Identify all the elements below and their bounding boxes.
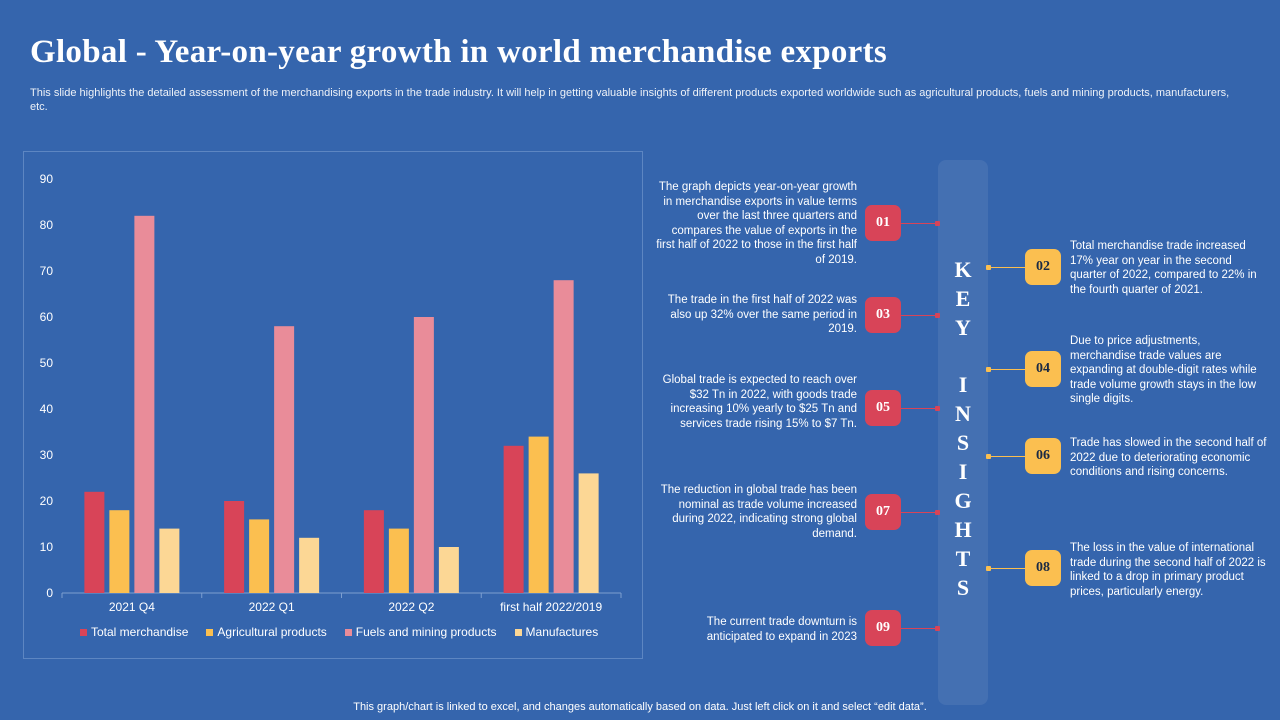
bar	[528, 436, 549, 593]
insight-badge-09: 09	[865, 610, 901, 646]
y-tick-label: 80	[40, 218, 54, 232]
legend-swatch	[206, 628, 214, 636]
insight-connector-08	[990, 568, 1025, 569]
legend-item-total-merchandise: Total merchandise	[80, 625, 188, 639]
page-subtitle: This slide highlights the detailed asses…	[30, 87, 1230, 113]
key-heading-letter: I	[958, 372, 968, 397]
insight-text-05: Global trade is expected to reach over $…	[662, 374, 857, 430]
chart-legend: Total merchandise Agricultural products …	[80, 625, 598, 639]
insight-dot-04	[986, 367, 991, 372]
bar	[553, 280, 574, 593]
key-heading-letter: H	[954, 517, 972, 542]
insight-badge-04: 04	[1025, 351, 1061, 387]
x-tick-label: 2021 Q4	[109, 600, 155, 614]
bar	[388, 528, 409, 593]
insight-dot-01	[935, 221, 940, 226]
insight-dot-06	[986, 454, 991, 459]
y-tick-label: 40	[40, 402, 54, 416]
bar	[438, 547, 459, 593]
insight-connector-06	[990, 456, 1025, 457]
key-heading-letter: E	[955, 286, 971, 311]
y-tick-label: 30	[40, 448, 54, 462]
key-heading-letter: S	[956, 575, 970, 600]
footer-note: This graph/chart is linked to excel, and…	[353, 701, 927, 713]
legend-swatch	[514, 628, 522, 636]
chart-container[interactable]: 0 10 20 30 40 50 60 70 80 90 2021 Q4 2022 Q1 2022 Q2…	[23, 151, 643, 659]
key-heading-letter: S	[956, 430, 970, 455]
key-insights-bar: K E Y I N S I G H T S	[938, 160, 988, 705]
insight-connector-04	[990, 369, 1025, 370]
insight-badge-03: 03	[865, 297, 901, 333]
key-heading-letter: K	[954, 257, 972, 282]
insight-dot-05	[935, 406, 940, 411]
key-heading-letter: G	[954, 488, 972, 513]
x-tick-label: first half 2022/2019	[500, 600, 602, 614]
legend-label: Agricultural products	[217, 625, 327, 639]
key-heading-letter: N	[955, 401, 971, 426]
insight-text-01: The graph depicts year-on-year growth in…	[656, 181, 857, 266]
bar	[134, 215, 155, 594]
bar	[84, 491, 105, 593]
y-tick-label: 70	[40, 264, 54, 278]
y-tick-label: 50	[40, 356, 54, 370]
key-heading-letter: I	[958, 459, 968, 484]
insight-text-04: Due to price adjustments, merchandise tr…	[1070, 335, 1257, 405]
insight-text-03: The trade in the first half of 2022 was …	[667, 294, 857, 335]
insight-text-08: The loss in the value of international t…	[1070, 542, 1266, 598]
y-tick-label: 0	[46, 586, 53, 600]
insight-badge-01: 01	[865, 205, 901, 241]
bar-chart[interactable]: 0 10 20 30 40 50 60 70 80 90 2021 Q4 2022 Q1 2022 Q2…	[24, 152, 644, 660]
key-heading-letter: T	[955, 546, 971, 571]
insight-dot-03	[935, 313, 940, 318]
bar	[299, 537, 320, 593]
y-tick-label: 90	[40, 172, 54, 186]
insight-dot-09	[935, 626, 940, 631]
insight-badge-02: 02	[1025, 249, 1061, 285]
bar	[503, 445, 524, 593]
legend-label: Fuels and mining products	[355, 625, 497, 639]
legend-item-fuels-and-mining-products: Fuels and mining products	[344, 625, 497, 639]
key-heading-letter: Y	[955, 315, 971, 340]
insight-badge-05: 05	[865, 390, 901, 426]
bar	[578, 473, 599, 593]
bar	[249, 519, 270, 593]
bar	[224, 501, 245, 593]
y-tick-label: 20	[40, 494, 54, 508]
insight-connector-03	[901, 315, 937, 316]
insight-dot-02	[986, 265, 991, 270]
bar	[363, 510, 384, 593]
page-title: Global - Year-on-year growth in world me…	[30, 34, 888, 70]
insight-badge-08: 08	[1025, 550, 1061, 586]
legend-label: Total merchandise	[91, 625, 189, 639]
legend-item-agricultural-products: Agricultural products	[206, 625, 327, 639]
insight-text-07: The reduction in global trade has been n…	[660, 484, 857, 540]
insight-text-02: Total merchandise trade increased 17% ye…	[1070, 240, 1257, 296]
insight-connector-01	[901, 223, 937, 224]
bar	[159, 528, 180, 593]
y-tick-label: 60	[40, 310, 54, 324]
insight-connector-07	[901, 512, 937, 513]
insight-dot-08	[986, 566, 991, 571]
legend-swatch	[80, 628, 87, 636]
y-tick-label: 10	[40, 540, 54, 554]
x-tick-label: 2022 Q1	[249, 600, 295, 614]
legend-label: Manufactures	[525, 625, 599, 639]
bar	[413, 317, 434, 593]
insight-dot-07	[935, 510, 940, 515]
insight-text-09: The current trade downturn is anticipate…	[706, 616, 857, 643]
insight-connector-05	[901, 408, 937, 409]
legend-item-manufactures: Manufactures	[514, 625, 599, 639]
insight-connector-09	[901, 628, 937, 629]
insight-badge-06: 06	[1025, 438, 1061, 474]
bar	[274, 326, 295, 593]
x-tick-label: 2022 Q2	[388, 600, 434, 614]
bar	[109, 510, 130, 593]
insight-connector-02	[990, 267, 1025, 268]
insight-badge-07: 07	[865, 494, 901, 530]
legend-swatch	[344, 628, 352, 636]
insight-text-06: Trade has slowed in the second half of 2…	[1070, 437, 1267, 478]
